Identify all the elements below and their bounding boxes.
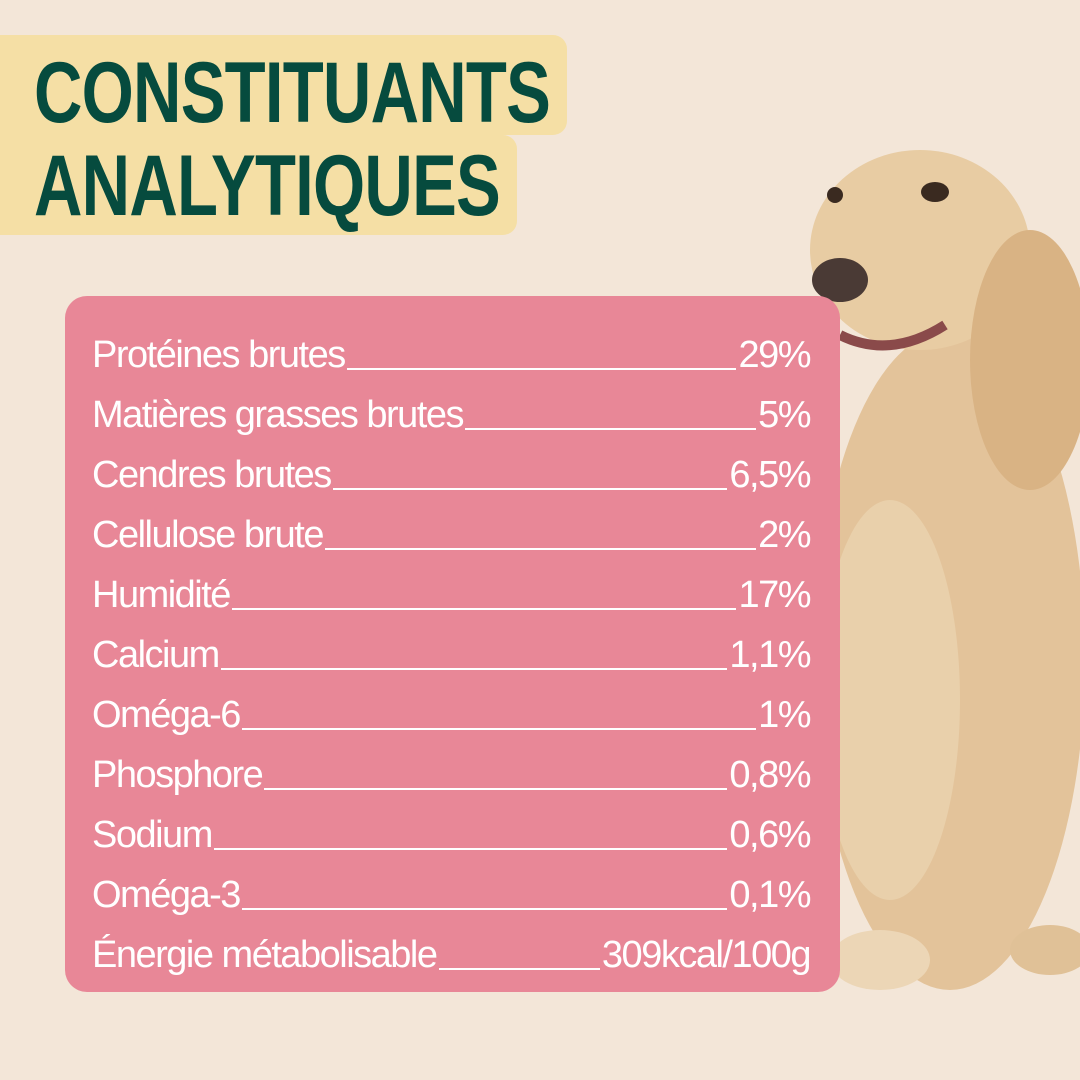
row-label: Matières grasses brutes [92,394,465,436]
leader-line [324,548,757,550]
table-row: Humidité 17% [92,554,811,616]
leader-line [438,968,600,970]
row-value: 6,5% [729,454,811,496]
table-row: Phosphore 0,8% [92,734,811,796]
dog-photo [810,150,1080,990]
row-value: 17% [738,574,811,616]
row-label: Sodium [92,814,213,856]
leader-line [213,848,728,850]
leader-line [220,668,728,670]
table-row: Protéines brutes 29% [92,314,811,376]
row-value: 2% [758,514,811,556]
table-row: Cellulose brute 2% [92,494,811,556]
table-row: Sodium 0,6% [92,794,811,856]
leader-line [241,908,728,910]
leader-line [231,608,737,610]
leader-line [332,488,728,490]
leader-line [264,788,728,790]
title-line-2: ANALYTIQUES [34,138,501,234]
analysis-table: Protéines brutes 29% Matières grasses brut… [65,296,840,992]
leader-line [465,428,757,430]
row-value: 0,8% [729,754,811,796]
table-row: Oméga-3 0,1% [92,854,811,916]
table-row: Calcium 1,1% [92,614,811,676]
table-row: Matières grasses brutes 5% [92,374,811,436]
table-row: Cendres brutes 6,5% [92,434,811,496]
title-line-1: CONSTITUANTS [34,45,551,141]
row-label: Oméga-6 [92,694,241,736]
title-box-1 [0,35,567,135]
row-label: Phosphore [92,754,264,796]
row-label: Protéines brutes [92,334,346,376]
row-label: Oméga-3 [92,874,241,916]
row-label: Cendres brutes [92,454,332,496]
row-label: Calcium [92,634,220,676]
row-value: 0,6% [729,814,811,856]
row-value: 1,1% [729,634,811,676]
row-value: 29% [738,334,811,376]
table-row: Énergie métabolisable 309kcal/100g [92,914,812,976]
row-label: Énergie métabolisable [92,934,438,976]
row-label: Cellulose brute [92,514,324,556]
row-value: 5% [758,394,811,436]
row-value: 0,1% [729,874,811,916]
row-value: 309kcal/100g [601,934,812,976]
leader-line [346,368,737,370]
row-label: Humidité [92,574,231,616]
row-value: 1% [758,694,811,736]
title-box-2 [0,135,517,235]
leader-line [241,728,757,730]
table-row: Oméga-6 1% [92,674,811,736]
